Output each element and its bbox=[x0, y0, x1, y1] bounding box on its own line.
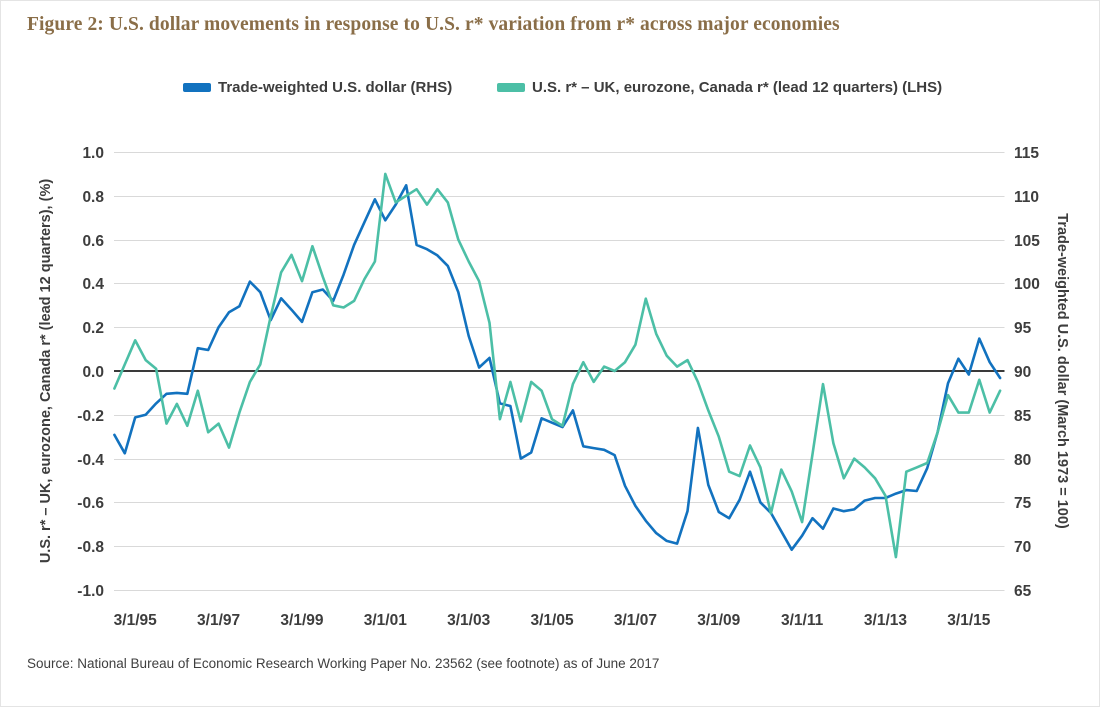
x-axis-tick: 3/1/11 bbox=[781, 612, 824, 629]
left-axis-tick: -0.4 bbox=[77, 452, 104, 469]
x-axis-tick: 3/1/13 bbox=[864, 612, 907, 629]
left-axis-tick: -0.8 bbox=[77, 539, 104, 556]
right-axis-tick: 75 bbox=[1014, 495, 1032, 512]
right-axis-tick: 95 bbox=[1014, 320, 1032, 337]
right-axis-tick: 110 bbox=[1014, 189, 1039, 206]
left-axis-tick: 0.2 bbox=[82, 320, 104, 337]
legend-swatch-usd-icon bbox=[183, 82, 211, 92]
left-axis-tick: -0.2 bbox=[77, 408, 104, 425]
legend-label-rstar: U.S. r* – UK, eurozone, Canada r* (lead … bbox=[532, 78, 943, 96]
series-line-usd bbox=[113, 184, 1002, 552]
left-axis-tick: 1.0 bbox=[82, 145, 104, 162]
x-axis-tick: 3/1/97 bbox=[197, 612, 240, 629]
x-axis-tick: 3/1/99 bbox=[280, 612, 323, 629]
right-axis-tick: 70 bbox=[1014, 539, 1031, 556]
figure-title: Figure 2: U.S. dollar movements in respo… bbox=[27, 14, 840, 35]
left-axis-tick: -0.6 bbox=[77, 495, 104, 512]
right-axis-tick: 80 bbox=[1014, 452, 1031, 469]
right-axis-tick: 115 bbox=[1014, 145, 1039, 162]
legend-item-rstar: U.S. r* – UK, eurozone, Canada r* (lead … bbox=[497, 78, 942, 96]
right-axis-tick: 65 bbox=[1014, 583, 1032, 600]
x-axis-tick: 3/1/03 bbox=[447, 612, 490, 629]
legend-item-usd: Trade-weighted U.S. dollar (RHS) bbox=[183, 78, 452, 96]
source-note: Source: National Bureau of Economic Rese… bbox=[27, 656, 660, 671]
x-axis-tick: 3/1/15 bbox=[947, 612, 990, 629]
right-axis-tick: 105 bbox=[1014, 233, 1040, 250]
left-axis-tick: 0.6 bbox=[82, 233, 104, 250]
left-axis-tick: 0.4 bbox=[82, 276, 104, 293]
series-line-rstar bbox=[113, 172, 1002, 559]
x-axis-tick: 3/1/09 bbox=[697, 612, 740, 629]
right-axis-tick: 85 bbox=[1014, 408, 1032, 425]
left-axis-tick: -1.0 bbox=[77, 583, 104, 600]
legend-label-usd: Trade-weighted U.S. dollar (RHS) bbox=[218, 78, 453, 96]
x-axis-tick: 3/1/01 bbox=[364, 612, 407, 629]
left-axis-tick: 0.8 bbox=[82, 189, 104, 206]
x-axis-tick: 3/1/05 bbox=[530, 612, 573, 629]
right-axis-tick: 90 bbox=[1014, 364, 1031, 381]
right-axis-tick: 100 bbox=[1014, 276, 1040, 293]
legend-swatch-rstar-icon bbox=[497, 82, 525, 92]
left-axis-tick: 0.0 bbox=[82, 364, 104, 381]
x-axis-tick: 3/1/95 bbox=[114, 612, 157, 629]
x-axis-tick: 3/1/07 bbox=[614, 612, 657, 629]
